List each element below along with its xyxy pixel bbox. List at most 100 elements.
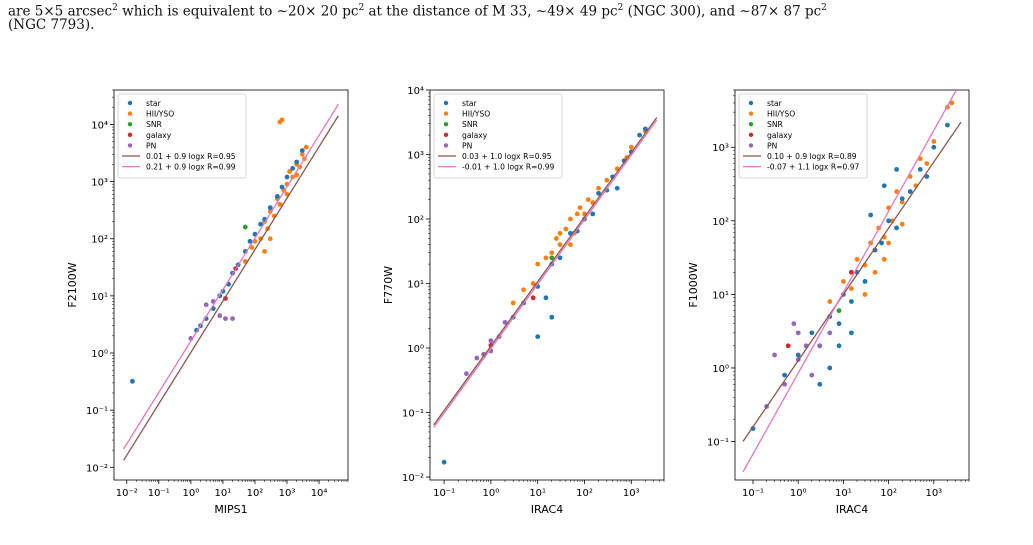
point-hii	[899, 199, 905, 205]
x-tick-label: 10²	[576, 488, 593, 499]
legend-label: galaxy	[767, 131, 793, 140]
legend-marker	[748, 122, 754, 127]
point-hii	[557, 230, 563, 236]
x-tick-label: 10⁻¹	[433, 488, 455, 499]
caption-line-1: are 5×5 arcsec2 which is equivalent to ∼…	[8, 3, 827, 20]
legend-label: star	[146, 99, 162, 108]
legend-label: HII/YSO	[462, 110, 490, 119]
point-star	[809, 330, 815, 336]
point-hii	[886, 240, 892, 246]
point-star	[907, 189, 913, 194]
point-star	[945, 122, 950, 128]
legend-marker	[127, 143, 133, 148]
y-tick-label: 10¹	[407, 280, 424, 291]
legend-marker	[443, 132, 449, 137]
x-axis-label: IRAC4	[531, 503, 563, 516]
panel-1: 10⁻² 10⁻¹ 10⁰ 10¹ 10² 10³ 10⁴ 10⁻² 10⁻¹ 10⁰ 10¹ 10²…	[66, 89, 349, 516]
point-hii	[510, 300, 516, 306]
legend-label: HII/YSO	[146, 110, 174, 119]
legend-label: 0.10 + 0.9 logx R=0.89	[767, 152, 857, 161]
y-tick-label: 10¹	[712, 290, 729, 301]
point-hii	[931, 139, 937, 144]
legend-marker	[127, 132, 133, 137]
point-pn	[827, 330, 833, 336]
legend-marker	[443, 143, 449, 148]
point-star	[129, 378, 135, 384]
point-hii	[881, 256, 887, 262]
y-tick-label: 10⁴	[407, 86, 424, 97]
legend-marker	[748, 100, 754, 106]
y-tick-label: 10²	[91, 235, 108, 246]
point-star	[274, 193, 280, 199]
y-tick-label: 10⁻¹	[86, 406, 108, 417]
point-star	[827, 365, 833, 371]
point-hii	[568, 216, 573, 222]
point-hii	[262, 248, 268, 254]
point-star	[642, 126, 648, 132]
point-hii	[267, 236, 273, 242]
legend-marker	[127, 100, 133, 106]
data-area	[742, 90, 962, 473]
y-tick-label: 10²	[712, 217, 729, 228]
y-tick-label: 10⁻¹	[707, 438, 729, 449]
point-star	[894, 225, 899, 231]
x-tick-label: 10²	[247, 488, 264, 499]
point-hii	[563, 226, 569, 232]
y-axis-label: F2100W	[66, 262, 79, 307]
point-star	[782, 372, 787, 378]
point-star	[817, 381, 823, 387]
point-star	[862, 279, 868, 284]
point-star	[549, 314, 555, 320]
legend-marker	[443, 100, 449, 106]
point-snr	[242, 224, 248, 230]
point-snr	[549, 255, 555, 261]
point-hii	[827, 299, 833, 304]
legend-label: PN	[462, 141, 472, 150]
x-tick-label: 10⁻²	[116, 488, 138, 499]
point-star	[931, 144, 937, 150]
legend-label: star	[462, 99, 478, 108]
point-pn	[502, 319, 508, 325]
point-pn	[474, 355, 480, 361]
fit-line-1	[123, 115, 339, 461]
legend-label: -0.01 + 1.0 logx R=0.99	[462, 163, 555, 172]
point-star	[836, 343, 842, 349]
x-tick-label: 10⁻¹	[742, 488, 764, 499]
legend-marker	[127, 111, 133, 116]
point-star	[535, 334, 541, 340]
y-tick-label: 10⁰	[407, 344, 424, 355]
legend-label: star	[767, 99, 783, 108]
point-pn	[817, 343, 823, 349]
point-pn	[488, 338, 494, 344]
caption-line-2: (NGC 7793).	[8, 17, 95, 33]
data-area	[433, 117, 658, 465]
point-star	[924, 174, 930, 179]
legend-label: PN	[767, 141, 777, 150]
point-star	[614, 185, 620, 191]
x-tick-label: 10⁰	[483, 488, 500, 499]
point-hii	[303, 144, 309, 150]
point-hii	[894, 189, 899, 194]
point-pn	[203, 302, 209, 308]
point-star	[637, 132, 642, 138]
point-star	[258, 221, 263, 227]
point-hii	[568, 242, 573, 248]
point-star	[557, 255, 563, 261]
point-star	[879, 240, 885, 246]
point-star	[596, 190, 601, 196]
legend-marker	[443, 122, 449, 127]
point-hii	[277, 201, 283, 207]
point-hii	[596, 185, 601, 191]
figure-caption: are 5×5 arcsec2 which is equivalent to ∼…	[8, 0, 1028, 34]
point-pn	[230, 316, 235, 322]
point-star	[247, 238, 253, 244]
plot-frame	[734, 89, 970, 481]
x-tick-label: 10⁴	[311, 488, 328, 499]
y-tick-label: 10³	[712, 143, 729, 154]
legend-label: SNR	[462, 120, 479, 129]
point-star	[899, 196, 905, 202]
point-hii	[530, 281, 536, 286]
legend-label: PN	[146, 141, 156, 150]
